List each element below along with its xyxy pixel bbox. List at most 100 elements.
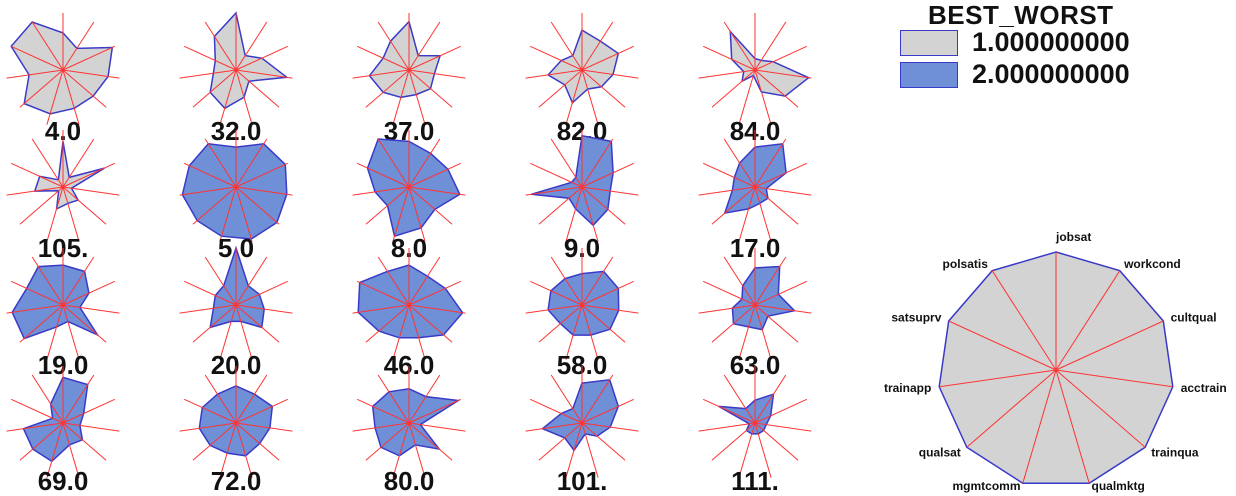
spoke-workcond bbox=[408, 256, 441, 306]
spoke-workcond bbox=[581, 138, 614, 188]
star-9-0: 9.0 bbox=[525, 130, 639, 263]
star-63-0: 63.0 bbox=[698, 248, 812, 380]
star-37-0: 37.0 bbox=[352, 13, 466, 146]
spoke-trainqua bbox=[754, 422, 799, 461]
spoke-acctrain bbox=[408, 186, 466, 196]
spoke-mgmtcomm bbox=[46, 186, 64, 242]
spoke-mgmtcomm bbox=[392, 304, 410, 360]
key-spoke-mgmtcomm bbox=[1022, 369, 1057, 484]
star-111-: 111. bbox=[698, 366, 812, 496]
spoke-acctrain bbox=[408, 422, 466, 432]
spoke-satsuprv bbox=[10, 280, 64, 306]
spoke-qualmktg bbox=[62, 69, 80, 125]
star-5-0: 5.0 bbox=[179, 130, 293, 263]
spoke-trainapp bbox=[179, 186, 237, 196]
spoke-qualsat bbox=[365, 69, 410, 108]
spoke-mgmtcomm bbox=[565, 69, 583, 125]
spoke-mgmtcomm bbox=[565, 422, 583, 478]
star-shape bbox=[731, 265, 797, 331]
spoke-qualsat bbox=[711, 186, 756, 225]
spoke-qualsat bbox=[19, 422, 64, 461]
spoke-cultqual bbox=[62, 398, 116, 424]
spoke-workcond bbox=[408, 374, 441, 424]
spoke-polsatis bbox=[550, 256, 583, 306]
key-label-trainapp: trainapp bbox=[884, 381, 931, 395]
spoke-workcond bbox=[581, 256, 614, 306]
spoke-qualsat bbox=[19, 186, 64, 225]
spoke-mgmtcomm bbox=[565, 304, 583, 360]
spoke-satsuprv bbox=[529, 162, 583, 188]
spoke-trainqua bbox=[235, 422, 280, 461]
star-shape bbox=[718, 393, 775, 435]
spoke-trainqua bbox=[754, 186, 799, 225]
spoke-trainapp bbox=[179, 304, 237, 314]
spoke-qualsat bbox=[538, 69, 583, 108]
star-shape bbox=[530, 134, 614, 227]
spoke-polsatis bbox=[377, 374, 410, 424]
spoke-mgmtcomm bbox=[46, 422, 64, 478]
spoke-acctrain bbox=[754, 422, 812, 432]
spoke-trainqua bbox=[581, 422, 626, 461]
spoke-workcond bbox=[754, 21, 787, 71]
spoke-acctrain bbox=[581, 69, 639, 79]
spoke-satsuprv bbox=[702, 398, 756, 424]
spoke-satsuprv bbox=[702, 162, 756, 188]
key-spoke-trainqua bbox=[1055, 369, 1146, 448]
spoke-acctrain bbox=[581, 304, 639, 314]
spoke-polsatis bbox=[31, 21, 64, 71]
spoke-satsuprv bbox=[356, 280, 410, 306]
key-spoke-acctrain bbox=[1055, 369, 1173, 388]
spoke-cultqual bbox=[235, 45, 289, 71]
spoke-polsatis bbox=[204, 21, 237, 71]
spoke-workcond bbox=[62, 21, 95, 71]
spoke-qualsat bbox=[365, 422, 410, 461]
star-84-0: 84.0 bbox=[698, 13, 812, 146]
spoke-workcond bbox=[581, 21, 614, 71]
spoke-qualmktg bbox=[581, 186, 599, 242]
spoke-acctrain bbox=[408, 69, 466, 79]
key-label-workcond: workcond bbox=[1123, 257, 1181, 271]
spoke-acctrain bbox=[408, 304, 466, 314]
spoke-acctrain bbox=[235, 69, 293, 79]
spoke-mgmtcomm bbox=[219, 422, 237, 478]
spoke-polsatis bbox=[550, 374, 583, 424]
spoke-cultqual bbox=[581, 280, 635, 306]
spoke-qualmktg bbox=[62, 186, 80, 242]
spoke-acctrain bbox=[62, 186, 120, 196]
spoke-mgmtcomm bbox=[46, 69, 64, 125]
spoke-qualmktg bbox=[235, 422, 253, 478]
spoke-trainqua bbox=[408, 186, 453, 225]
spoke-qualsat bbox=[192, 186, 237, 225]
spoke-qualsat bbox=[538, 186, 583, 225]
spoke-qualmktg bbox=[235, 69, 253, 125]
spoke-cultqual bbox=[235, 162, 289, 188]
spoke-cultqual bbox=[62, 162, 116, 188]
spoke-satsuprv bbox=[356, 398, 410, 424]
case-label: 69.0 bbox=[38, 466, 89, 496]
spoke-qualmktg bbox=[581, 304, 599, 360]
spoke-trainapp bbox=[352, 69, 410, 79]
legend-swatch-1 bbox=[900, 30, 958, 56]
spoke-cultqual bbox=[408, 280, 462, 306]
variable-key-star: jobsat workcond cultqual acctrain trainqua qu… bbox=[884, 230, 1227, 493]
legend: BEST_WORST 1.000000000 2.000000000 bbox=[898, 0, 1228, 100]
spoke-polsatis bbox=[204, 374, 237, 424]
spoke-cultqual bbox=[754, 45, 808, 71]
spoke-workcond bbox=[408, 21, 441, 71]
spoke-workcond bbox=[581, 374, 614, 424]
spoke-cultqual bbox=[581, 162, 635, 188]
spoke-trainapp bbox=[6, 186, 64, 196]
spoke-qualsat bbox=[711, 304, 756, 343]
spoke-polsatis bbox=[550, 21, 583, 71]
spoke-acctrain bbox=[62, 304, 120, 314]
spoke-cultqual bbox=[754, 398, 808, 424]
spoke-mgmtcomm bbox=[392, 69, 410, 125]
spoke-cultqual bbox=[235, 280, 289, 306]
spoke-trainapp bbox=[698, 69, 756, 79]
spoke-workcond bbox=[754, 138, 787, 188]
spoke-satsuprv bbox=[183, 280, 237, 306]
key-label-qualmktg: qualmktg bbox=[1092, 479, 1145, 493]
spoke-mgmtcomm bbox=[738, 69, 756, 125]
spoke-qualsat bbox=[711, 422, 756, 461]
